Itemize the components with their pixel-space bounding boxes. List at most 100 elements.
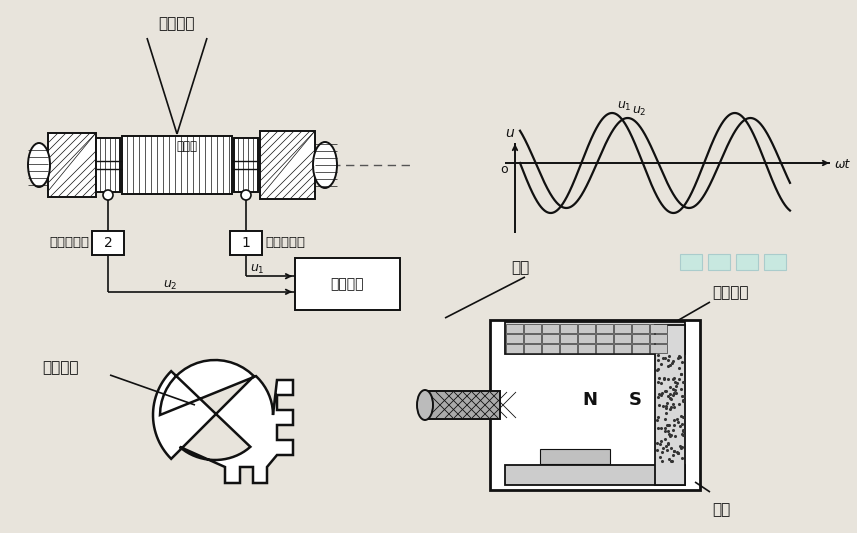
Text: 1: 1 [242,236,250,250]
Point [668,386,682,394]
Point [650,364,664,373]
Bar [425,391,500,419]
Bar [578,324,595,333]
Point [655,424,668,432]
Bar [542,334,559,343]
Ellipse shape [313,142,337,188]
Point [671,449,685,457]
Point [677,392,691,400]
Point [674,441,687,450]
Point [662,430,676,439]
Point [654,391,668,399]
Bar [632,344,649,353]
Point [676,378,690,386]
Point [664,431,678,439]
Bar [506,334,523,343]
Point [659,409,673,417]
Point [651,378,665,387]
Bar [596,324,613,333]
Point [668,373,681,382]
Bar [260,131,315,199]
Point [667,384,680,393]
Bar [48,133,96,197]
Text: $u_2$: $u_2$ [632,105,646,118]
Text: 2: 2 [104,236,112,250]
Point [674,353,687,361]
Bar [295,258,400,310]
Point [664,402,678,411]
Bar [650,344,667,353]
Text: 扭转轴: 扭转轴 [177,140,197,153]
Polygon shape [153,360,293,483]
Point [655,456,668,465]
Point [662,362,675,370]
Point [674,369,688,378]
Point [654,437,668,446]
Point [659,403,673,412]
Point [654,360,668,369]
Point [670,378,684,387]
Point [652,374,666,382]
Point [656,444,669,453]
Bar [122,136,232,194]
Point [662,352,676,360]
Point [667,390,680,399]
Text: S: S [628,391,642,409]
Text: 线圈: 线圈 [511,260,529,275]
Bar [680,254,702,270]
Text: $u_2$: $u_2$ [163,279,177,292]
Point [668,416,681,424]
Point [651,351,665,359]
Point [658,427,672,435]
Text: o: o [500,163,508,176]
Text: u: u [506,126,514,140]
Ellipse shape [241,190,251,200]
Bar [540,449,610,464]
Point [676,431,690,440]
Bar [92,231,124,255]
Bar [506,324,523,333]
Bar [650,324,667,333]
Point [671,417,685,426]
Bar [632,324,649,333]
Point [675,419,689,428]
Point [666,357,680,365]
Bar [524,334,541,343]
Point [667,389,680,398]
Point [668,432,682,440]
Bar [560,334,577,343]
Point [662,440,675,449]
Point [668,403,681,411]
Bar [230,231,262,255]
Text: $u_1$: $u_1$ [617,100,632,113]
Point [657,374,671,382]
Point [671,449,685,457]
Point [670,415,684,423]
Point [661,426,674,435]
Bar [596,334,613,343]
Bar [578,344,595,353]
Point [668,421,681,430]
Point [662,405,676,414]
Point [661,399,674,408]
Point [650,415,664,424]
Bar [524,344,541,353]
Point [675,395,689,404]
Bar [490,320,700,490]
Point [662,455,676,464]
Point [651,423,665,432]
Bar [650,334,667,343]
Point [661,439,674,447]
Point [662,383,676,391]
Point [667,450,680,459]
Point [663,390,677,398]
Point [666,399,680,408]
Point [663,361,677,369]
Text: 磁电传感器: 磁电传感器 [49,237,89,249]
Point [661,421,674,430]
Text: 测量仪表: 测量仪表 [331,277,364,291]
Point [674,369,688,378]
Point [676,427,690,435]
Point [662,356,675,365]
Point [658,387,672,395]
